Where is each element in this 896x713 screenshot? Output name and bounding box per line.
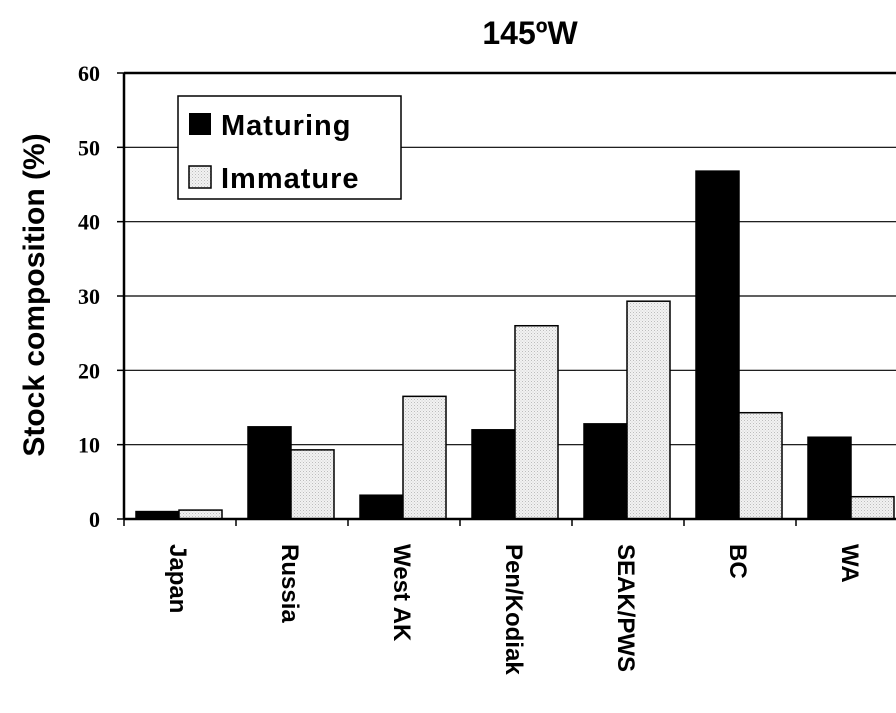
legend: Maturing Immature [177,95,402,200]
y-tick-label: 50 [78,135,100,160]
x-tick-label: Japan [164,544,191,613]
y-tick-label: 30 [78,284,100,309]
y-tick-label: 20 [78,358,100,383]
legend-box [177,95,402,200]
y-tick-label: 0 [89,507,100,532]
y-tick-label: 40 [78,210,100,235]
chart-title: 145ºW [482,15,578,51]
y-axis-label: Stock composition (%) [18,133,51,456]
legend-swatch-immature [188,165,212,189]
x-tick-label: BC [724,544,751,579]
x-ticks: Japan Russia West AK Pen/Kodiak SEAK/PWS BC WA [164,544,863,675]
x-tick-label: WA [836,544,863,583]
y-ticks: 0 10 20 30 40 50 60 [78,61,124,532]
y-tick-label: 10 [78,433,100,458]
bar-maturing-4 [471,429,516,520]
x-tick-label: SEAK/PWS [612,544,639,672]
bar-maturing-3 [359,494,404,520]
bar-immature-5 [626,300,671,520]
bar-immature-7 [850,495,895,520]
legend-swatch-maturing [189,113,211,135]
bar-immature-3 [402,395,447,520]
bar-maturing-5 [583,423,628,520]
bar-maturing-2 [247,426,292,520]
x-tick-label: West AK [388,544,415,642]
bar-immature-4 [514,324,559,520]
bar-immature-1 [178,509,223,520]
x-tick-label: Pen/Kodiak [500,544,527,675]
legend-label-maturing: Maturing [221,110,351,142]
legend-label-immature: Immature [221,163,360,195]
y-tick-label: 60 [78,61,100,86]
x-tick-label: Russia [276,544,303,623]
bar-maturing-6 [695,170,740,520]
bar-maturing-7 [807,436,852,520]
bars [135,170,895,520]
bar-immature-6 [738,411,783,520]
bar-immature-2 [290,449,335,520]
